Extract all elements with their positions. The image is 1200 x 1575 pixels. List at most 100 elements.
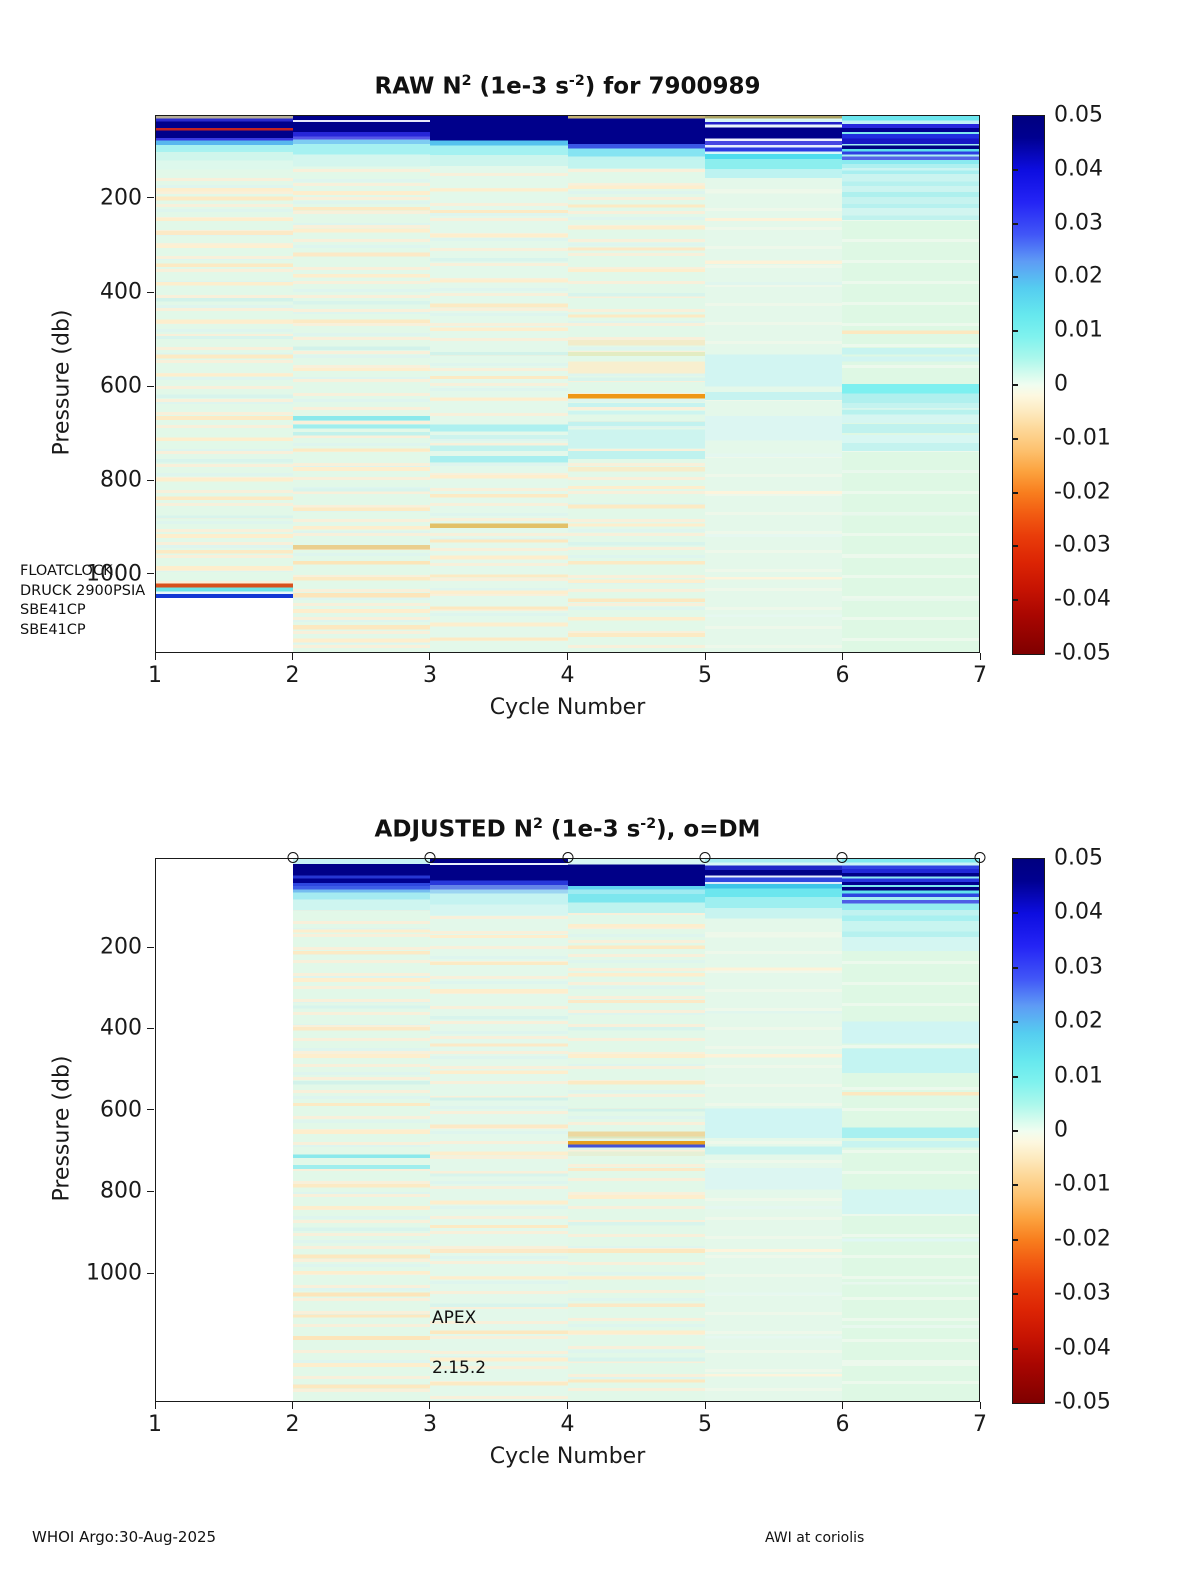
footer-processing-stamp: WHOI Argo:30-Aug-2025 [32, 1528, 217, 1546]
adj-title-mid: (1e-3 s [542, 816, 641, 843]
raw-panel-title: RAW N2 (1e-3 s-2) for 7900989 [155, 73, 980, 100]
colorbar-tick-mark [1013, 1347, 1018, 1350]
colorbar-label-0.02: 0.02 [1054, 1008, 1103, 1034]
colorbar-tick-mark [1013, 384, 1018, 386]
raw-heatmap-plot [155, 115, 980, 653]
adjusted-colorbar-gradient [1013, 859, 1044, 1403]
x-tick-mark-1 [154, 653, 156, 660]
colorbar-label--0.01: -0.01 [1054, 1171, 1111, 1197]
colorbar-tick-mark [1013, 1184, 1018, 1187]
adj-title-post: ), o=DM [656, 816, 761, 843]
y-tick-label-600: 600 [100, 1097, 142, 1123]
x-tick-label-3: 3 [422, 1412, 437, 1437]
adj-title-text: ADJUSTED N [374, 816, 533, 843]
sensor-annotation-line-1: DRUCK 2900PSIA [20, 582, 146, 599]
adj-title-sup: 2 [533, 816, 543, 832]
x-tick-mark-3 [429, 1402, 431, 1409]
heatmap-column-cycle-2 [293, 116, 431, 652]
colorbar-tick-mark [1013, 1130, 1018, 1132]
adjusted-heatmap-plot [155, 858, 980, 1402]
heatmap-column-cycle-6 [841, 116, 979, 652]
x-tick-label-1: 1 [148, 663, 162, 688]
x-tick-label-6: 6 [835, 1412, 850, 1437]
sensor-annotation-line-2: SBE41CP [20, 602, 86, 618]
colorbar-label-0: 0 [1054, 371, 1068, 397]
colorbar-tick-mark [1013, 912, 1018, 915]
colorbar-label--0.03: -0.03 [1054, 1280, 1111, 1306]
dm-circle-marker-cycle-5 [699, 852, 711, 863]
heatmap-column-cycle-3 [430, 116, 568, 652]
heatmap-column-cycle-5 [704, 859, 843, 1401]
x-tick-mark-1 [154, 1402, 156, 1409]
heatmap-column-cycle-4 [567, 116, 706, 652]
colorbar-tick-mark [1013, 222, 1018, 225]
y-tick-mark-400 [147, 291, 154, 293]
y-tick-mark-200 [147, 946, 154, 948]
heatmap-column-cycle-6 [841, 859, 979, 1401]
x-tick-label-4: 4 [560, 663, 575, 688]
dm-circle-marker-cycle-6 [836, 852, 848, 863]
colorbar-label-0.03: 0.03 [1054, 210, 1103, 236]
colorbar-tick-mark [1013, 437, 1018, 440]
y-tick-label-1000: 1000 [86, 561, 142, 587]
adjusted-panel-title: ADJUSTED N2 (1e-3 s-2), o=DM [155, 816, 980, 843]
y-tick-mark-400 [147, 1027, 154, 1029]
y-tick-label-1000: 1000 [86, 1260, 142, 1286]
x-tick-label-6: 6 [835, 663, 850, 688]
heatmap-column-cycle-3 [430, 859, 568, 1401]
colorbar-label-0.03: 0.03 [1054, 954, 1103, 980]
x-tick-label-7: 7 [973, 1412, 987, 1437]
colorbar-label-0.04: 0.04 [1054, 156, 1103, 182]
colorbar-label-0.01: 0.01 [1054, 317, 1103, 343]
x-tick-label-7: 7 [973, 663, 987, 688]
heatmap-column-cycle-5 [704, 116, 843, 652]
colorbar-tick-mark [1013, 1021, 1018, 1024]
x-tick-mark-7 [979, 653, 981, 660]
colorbar-tick-mark [1013, 545, 1018, 548]
x-tick-label-1: 1 [148, 1412, 162, 1437]
colorbar-label-0.02: 0.02 [1054, 263, 1103, 289]
x-tick-mark-5 [704, 1402, 706, 1409]
panel-raw-n2: RAW N2 (1e-3 s-2) for 7900989 Cycle Numb… [50, 73, 988, 720]
y-tick-mark-800 [147, 1190, 154, 1192]
raw-colorbar-labels: 0.05 0.04 0.03 0.02 0.01 0 -0.01 -0.02 -0.03 -0.0… [1054, 103, 1174, 666]
y-tick-label-400: 400 [100, 279, 142, 305]
x-tick-mark-6 [841, 653, 843, 660]
colorbar-label-0: 0 [1054, 1117, 1068, 1143]
x-tick-label-5: 5 [698, 1412, 712, 1437]
raw-x-axis-title: Cycle Number [489, 695, 646, 720]
colorbar-tick-mark [1013, 330, 1018, 333]
colorbar-label-0.05: 0.05 [1054, 845, 1103, 871]
x-tick-mark-2 [292, 653, 293, 660]
dm-circle-marker-cycle-3 [424, 852, 436, 863]
y-tick-label-600: 600 [100, 373, 142, 399]
y-tick-mark-1000 [147, 1272, 154, 1274]
colorbar-tick-mark [1013, 1293, 1018, 1296]
firmware-version-label: 2.15.2 [432, 1358, 487, 1378]
dm-circle-marker-cycle-4 [562, 852, 573, 863]
sensor-annotation-line-0: FLOATCLOCK [20, 563, 113, 579]
colorbar-tick-mark [1013, 1238, 1018, 1241]
colorbar-label--0.05: -0.05 [1054, 640, 1111, 666]
raw-title-mid: (1e-3 s [471, 73, 569, 100]
colorbar-label--0.01: -0.01 [1054, 425, 1111, 451]
y-tick-label-800: 800 [100, 467, 142, 493]
adj-title-exp: -2 [640, 816, 657, 832]
x-tick-mark-4 [567, 1402, 568, 1409]
raw-colorbar-gradient [1013, 116, 1044, 654]
heatmap-column-cycle-1 [156, 859, 294, 1401]
dm-circle-marker-cycle-7 [974, 852, 986, 863]
x-tick-mark-5 [704, 653, 706, 660]
x-tick-mark-7 [979, 1402, 981, 1409]
sensor-annotations: FLOATCLOCK DRUCK 2900PSIA SBE41CP SBE41CP [20, 562, 145, 640]
adjusted-colorbar [1012, 858, 1045, 1404]
x-tick-mark-2 [292, 1402, 293, 1409]
colorbar-label--0.03: -0.03 [1054, 532, 1111, 558]
y-tick-mark-600 [147, 385, 154, 387]
x-tick-label-5: 5 [698, 663, 712, 688]
y-tick-label-200: 200 [100, 185, 142, 211]
float-type-label: APEX [432, 1308, 477, 1328]
x-tick-mark-6 [841, 1402, 843, 1409]
colorbar-tick-mark [1013, 966, 1018, 969]
x-tick-label-3: 3 [422, 663, 437, 688]
